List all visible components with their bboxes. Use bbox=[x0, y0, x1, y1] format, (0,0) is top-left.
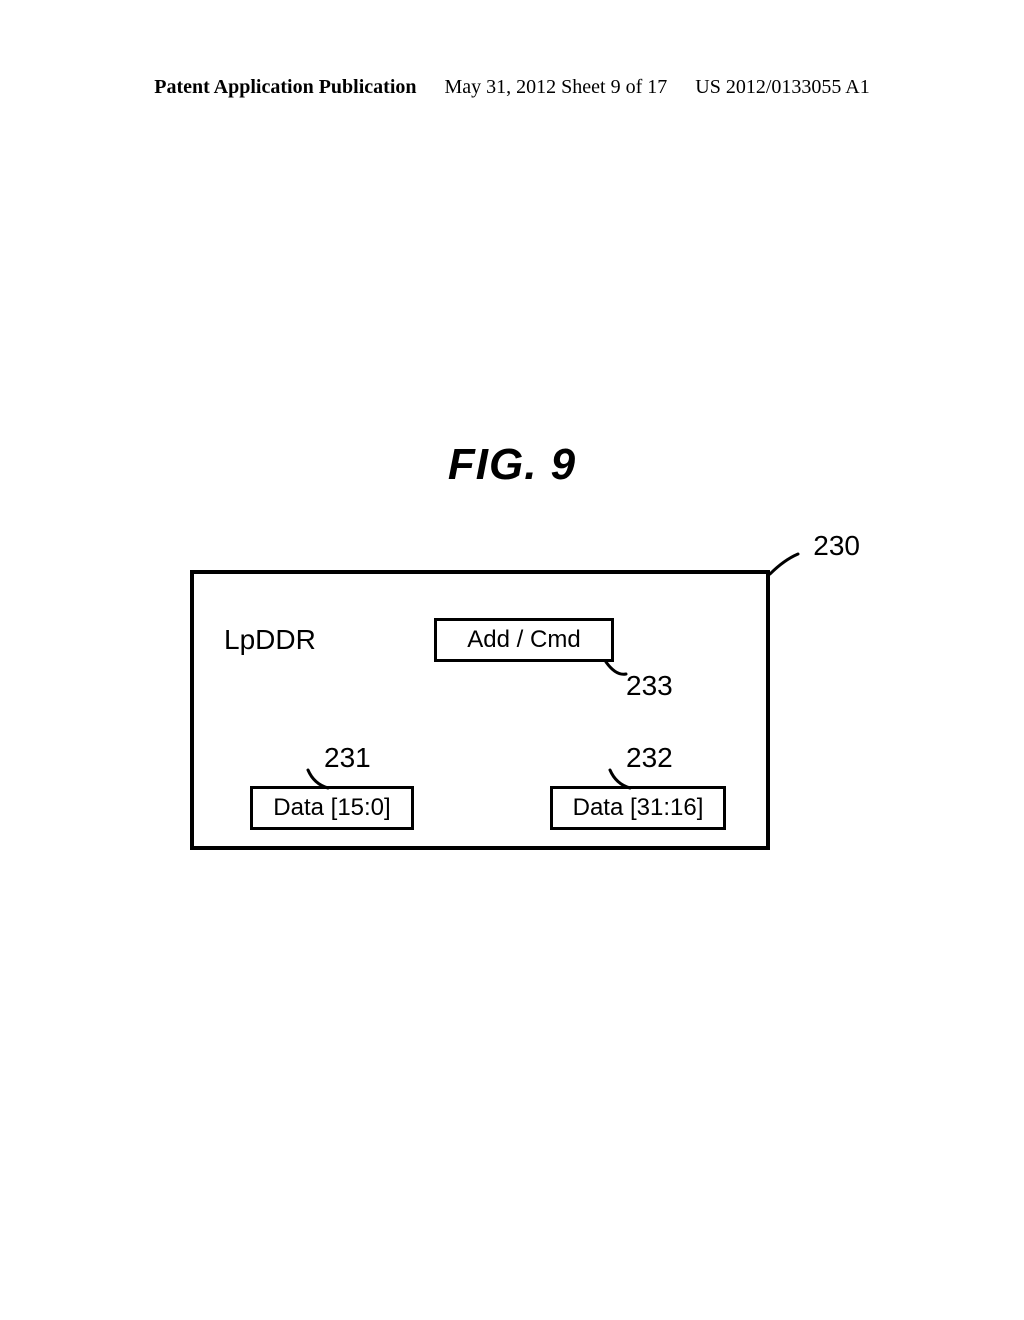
header-row: Patent Application Publication May 31, 2… bbox=[154, 76, 869, 99]
block-data1: Data [31:16] bbox=[550, 786, 726, 830]
chip-label: LpDDR bbox=[224, 624, 316, 656]
leader-232 bbox=[606, 768, 636, 790]
figure-diagram: LpDDR Add / Cmd Data [15:0] Data [31:16]… bbox=[190, 540, 800, 850]
page-header: Patent Application Publication May 31, 2… bbox=[0, 76, 1024, 99]
chip-box: LpDDR Add / Cmd Data [15:0] Data [31:16]… bbox=[190, 570, 770, 850]
block-addcmd: Add / Cmd bbox=[434, 618, 614, 662]
header-left: Patent Application Publication bbox=[154, 76, 416, 99]
header-right: US 2012/0133055 A1 bbox=[695, 76, 869, 99]
block-data0-label: Data [15:0] bbox=[273, 794, 390, 822]
refnum-230: 230 bbox=[813, 530, 860, 562]
block-addcmd-label: Add / Cmd bbox=[467, 626, 580, 654]
leader-233 bbox=[604, 660, 634, 680]
page: Patent Application Publication May 31, 2… bbox=[0, 0, 1024, 1320]
block-data1-label: Data [31:16] bbox=[573, 794, 704, 822]
leader-230 bbox=[766, 552, 802, 576]
header-mid: May 31, 2012 Sheet 9 of 17 bbox=[445, 76, 668, 99]
block-data0: Data [15:0] bbox=[250, 786, 414, 830]
figure-title: FIG. 9 bbox=[0, 440, 1024, 490]
leader-231 bbox=[304, 768, 334, 790]
